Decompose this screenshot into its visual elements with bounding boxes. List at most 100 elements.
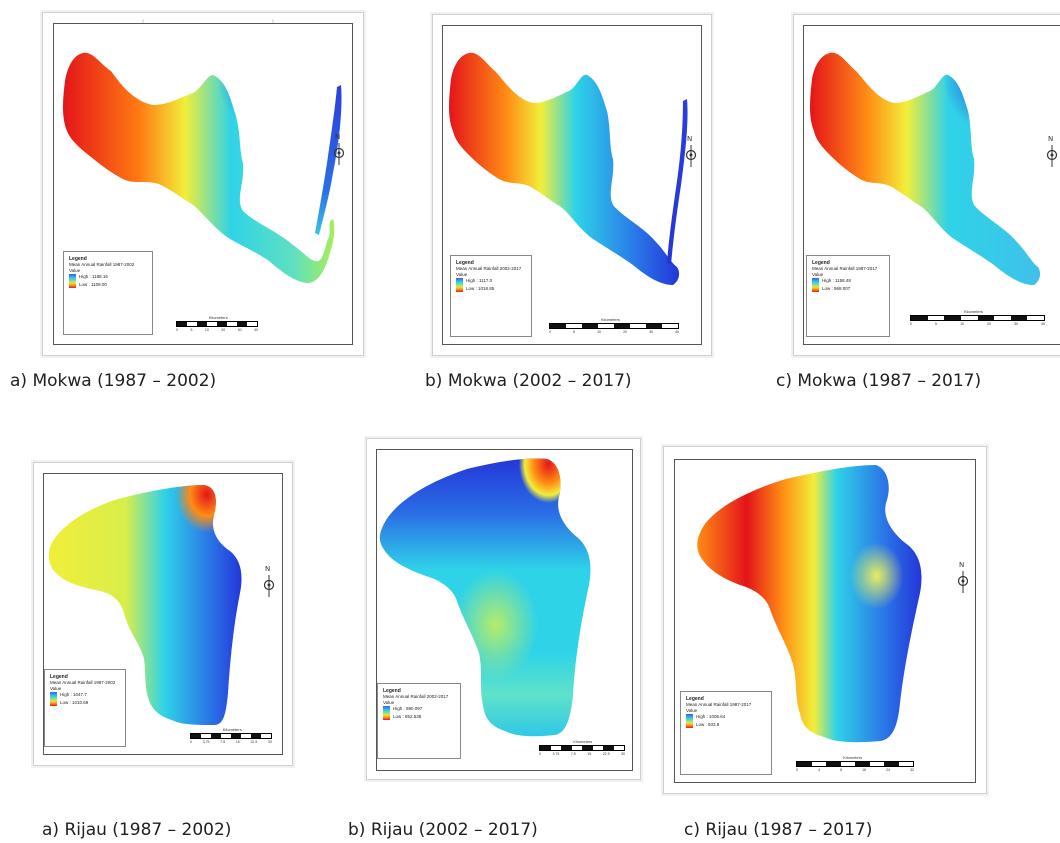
scale-tick: 0	[176, 328, 178, 332]
scale-tick: 5	[190, 328, 193, 332]
scale-tick: 40	[675, 330, 679, 334]
legend-subtitle: Mean Annual Rainfall 1987-2002	[50, 680, 116, 685]
scale-tick: 20	[987, 322, 991, 326]
scale-tick: 30	[268, 740, 272, 744]
legend-high: High : 990.097	[393, 706, 423, 711]
scale-tick: 0	[539, 752, 541, 756]
legend-color-ramp	[456, 278, 463, 292]
rainfall-map-mokwa-1	[63, 19, 342, 284]
scale-tick: 0	[910, 322, 912, 326]
legend-color-ramp	[69, 274, 76, 288]
map-panel-rijau-2002-2017: Legend Mean Annual Rainfall 2002-2017 Va…	[366, 438, 641, 780]
scale-tick: 15	[587, 752, 592, 756]
rainfall-map-rijau-3	[697, 465, 922, 743]
scale-tick: 32	[910, 768, 914, 772]
caption-rijau-2002-2017: b) Rijau (2002 – 2017)	[348, 820, 538, 840]
legend-color-ramp	[383, 706, 390, 720]
map-panel-rijau-1987-2002: N Legend Mean Annual Rainfall 1987-2002 …	[33, 462, 293, 766]
legend-high: High : 1188.16	[79, 274, 108, 279]
legend-color-ramp	[686, 714, 693, 728]
scale-tick: 8	[840, 768, 843, 772]
scale-tick: 7.5	[220, 740, 226, 744]
scale-tick: 0	[796, 768, 798, 772]
legend-title: Legend	[812, 260, 830, 266]
scale-title: Kilometers	[222, 727, 242, 732]
legend-high: High : 1047.7	[60, 692, 87, 697]
scale-tick: 22.5	[250, 740, 258, 744]
scale-tick: 16	[862, 768, 866, 772]
legend-low: Low : 933.8	[696, 722, 720, 727]
rainfall-map-rijau-1	[48, 485, 242, 725]
map-panel-mokwa-1987-2017: N Legend Mean Annual Rainfall 1987-2017 …	[793, 14, 1060, 356]
scale-tick: 22.5	[602, 752, 610, 756]
rainfall-map-rijau-2	[379, 458, 591, 737]
scale-title: Kilometers	[843, 755, 863, 760]
legend-subtitle: Mean Annual Rainfall 2002-2017	[456, 266, 522, 271]
north-arrow-icon: N	[1045, 133, 1059, 178]
legend-ramp-row: High : 1188.16 Low : 1108.00	[69, 274, 147, 288]
scale-tick: 15	[235, 740, 240, 744]
map-legend: Legend Mean Annual Rainfall 2002-2017 Va…	[377, 683, 461, 759]
legend-value-label: Value	[686, 708, 698, 713]
map-panel-mokwa-1987-2002: N Legend Mean Annual Rainfall 1987-2002 …	[42, 12, 364, 356]
scale-title: Kilometers	[601, 317, 620, 322]
map-legend: Legend Mean Annual Rainfall 2002-2017 Va…	[450, 255, 532, 337]
legend-title: Legend	[50, 674, 68, 680]
caption-mokwa-1987-2017: c) Mokwa (1987 – 2017)	[776, 371, 982, 391]
map-legend: Legend Mean Annual Rainfall 1987-2017 Va…	[680, 691, 772, 775]
north-arrow-icon: N	[332, 131, 346, 176]
legend-title: Legend	[383, 688, 401, 694]
scale-tick: 10	[597, 330, 601, 334]
legend-title: Legend	[456, 260, 474, 266]
legend-ramp-row: High : 1117.0 Low : 1018.85	[456, 278, 526, 292]
legend-color-ramp	[50, 692, 57, 706]
scale-tick: 40	[1041, 322, 1045, 326]
map-legend: Legend Mean Annual Rainfall 1987-2017 Va…	[806, 255, 890, 337]
scale-tick: 5	[935, 322, 937, 326]
scale-tick: 10	[204, 328, 209, 332]
legend-high: High : 1158.48	[822, 278, 851, 283]
legend-low: Low : 968.007	[822, 286, 851, 291]
legend-low: Low : 852.535	[393, 714, 422, 719]
north-arrow-icon: N	[684, 133, 698, 178]
north-arrow-icon: N	[956, 559, 970, 604]
scale-bar: Kilometers 0 5 10 20 30 40	[176, 315, 258, 332]
map-panel-mokwa-2002-2017: N Legend Mean Annual Rainfall 2002-2017 …	[432, 14, 712, 356]
scale-tick: 3.75	[202, 740, 210, 744]
scale-tick: 20	[221, 328, 226, 332]
caption-rijau-1987-2017: c) Rijau (1987 – 2017)	[684, 820, 873, 840]
scale-bar: Kilometers 0 3.75 7.5 15 22.5 30	[190, 727, 272, 744]
scale-bar: Kilometers 0 5 10 20 30 40	[549, 317, 679, 334]
legend-low: Low : 1010.69	[60, 700, 89, 705]
north-label: N	[687, 135, 692, 143]
scale-title: Kilometers	[964, 309, 983, 314]
rainfall-map-mokwa-3	[810, 52, 1041, 286]
legend-ramp-row: High : 1006.64 Low : 933.8	[686, 714, 766, 728]
scale-bar: Kilometers 0 3.75 7.5 15 22.5 30	[539, 739, 625, 756]
legend-title: Legend	[69, 256, 87, 262]
legend-ramp-row: High : 1158.48 Low : 968.007	[812, 278, 884, 292]
north-label: N	[265, 565, 270, 573]
map-legend: Legend Mean Annual Rainfall 1987-2002 Va…	[63, 251, 153, 335]
legend-title: Legend	[686, 696, 704, 702]
legend-subtitle: Mean Annual Rainfall 1987-2017	[812, 266, 878, 271]
scale-tick: 40	[254, 328, 258, 332]
caption-mokwa-2002-2017: b) Mokwa (2002 – 2017)	[425, 371, 632, 391]
scale-tick: 24	[886, 768, 890, 772]
rainfall-map-mokwa-2	[449, 52, 688, 286]
scale-tick: 20	[623, 330, 627, 334]
legend-value-label: Value	[69, 268, 81, 273]
scale-title: Kilometers	[573, 739, 593, 744]
legend-ramp-row: High : 990.097 Low : 852.535	[383, 706, 455, 720]
legend-high: High : 1117.0	[466, 278, 493, 283]
legend-ramp-row: High : 1047.7 Low : 1010.69	[50, 692, 120, 706]
scale-tick: 0	[549, 330, 551, 334]
legend-value-label: Value	[812, 272, 824, 277]
map-legend: Legend Mean Annual Rainfall 1987-2002 Va…	[44, 669, 126, 747]
scale-bar: Kilometers 0 5 10 20 30 40	[910, 309, 1045, 326]
scale-tick: 5	[573, 330, 575, 334]
legend-color-ramp	[812, 278, 819, 292]
north-label: N	[335, 133, 340, 141]
caption-mokwa-1987-2002: a) Mokwa (1987 – 2002)	[10, 371, 217, 391]
scale-tick: 30	[621, 752, 625, 756]
